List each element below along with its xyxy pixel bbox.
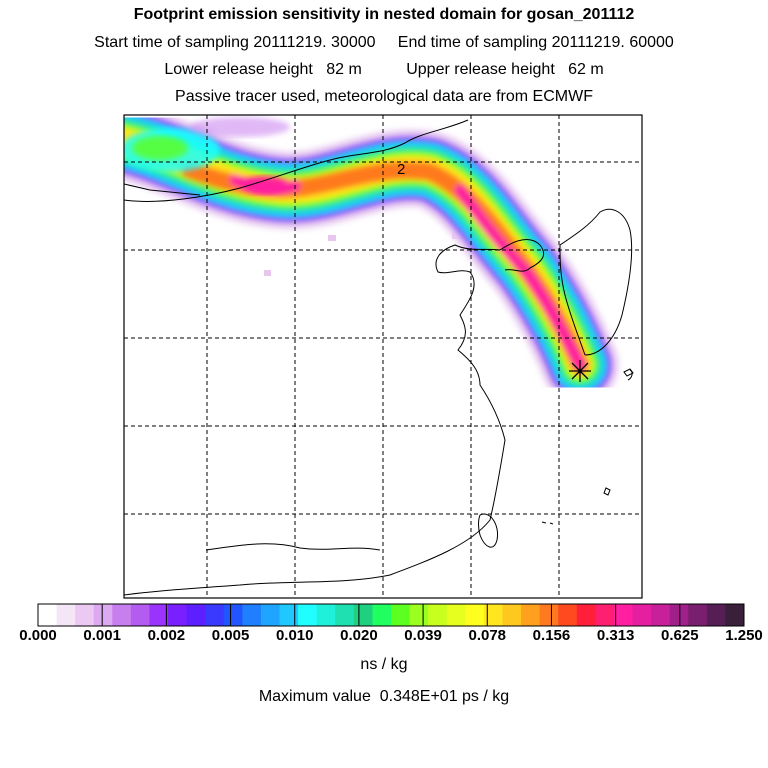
colorbar-swatch: [56, 604, 76, 626]
colorbar-swatch: [260, 604, 281, 626]
colorbar-swatch: [632, 604, 652, 626]
colorbar-swatch: [558, 604, 578, 626]
page-title: Footprint emission sensitivity in nested…: [133, 6, 635, 23]
colorbar-swatch: [446, 604, 466, 626]
plume-bands: [124, 115, 619, 404]
colorbar-swatch: [372, 604, 392, 626]
colorbar-swatch: [205, 604, 225, 626]
colorbar-swatch: [521, 604, 541, 626]
sampling-time-line: Start time of sampling 20111219. 30000 E…: [94, 34, 674, 51]
colorbar-tick-label: 0.000: [19, 627, 57, 644]
colorbar-swatch: [725, 604, 745, 626]
colorbar-swatch: [391, 604, 411, 626]
colorbar-swatch: [576, 604, 596, 626]
plume-layer: [124, 115, 619, 404]
colorbar-swatch: [38, 604, 58, 626]
colorbar-swatch: [353, 604, 373, 626]
colorbar-swatch: [595, 604, 615, 626]
colorbar-swatch: [93, 604, 113, 626]
colorbar-swatch: [483, 604, 503, 626]
tracer-info-line: Passive tracer used, meteorological data…: [175, 88, 593, 105]
colorbar-swatch: [688, 604, 708, 626]
colorbar-swatch: [149, 604, 169, 626]
colorbar-swatch: [428, 604, 448, 626]
colorbar-swatch: [223, 604, 243, 626]
colorbar-swatch: [242, 604, 262, 626]
colorbar-tick-label: 1.250: [725, 627, 763, 644]
colorbar-swatch: [669, 604, 689, 626]
colorbar-swatch: [465, 604, 485, 626]
map-frame: [123, 114, 643, 599]
max-value-label: Maximum value 0.348E+01 ps / kg: [258, 688, 510, 705]
colorbar-swatch: [502, 604, 522, 626]
colorbar-swatch: [409, 604, 429, 626]
colorbar-swatch: [539, 604, 559, 626]
colorbar-swatch: [613, 604, 634, 626]
colorbar-tick-label: 0.625: [661, 627, 699, 644]
colorbar-tick-label: 0.002: [147, 627, 186, 644]
colorbar-tick-label: 0.156: [532, 627, 571, 644]
colorbar: [37, 603, 745, 627]
colorbar-tick-label: 0.078: [468, 627, 507, 644]
colorbar-tick-label: 0.001: [83, 627, 121, 644]
colorbar-swatch: [186, 604, 206, 626]
colorbar-tick-label: 0.039: [404, 627, 442, 644]
colorbar-tick-label: 0.010: [275, 627, 314, 644]
colorbar-swatch: [168, 604, 188, 626]
units-label: ns / kg: [360, 656, 408, 673]
contour-label: 2: [397, 161, 405, 178]
colorbar-swatch: [651, 604, 671, 626]
colorbar-swatch: [335, 604, 355, 626]
colorbar-swatch: [130, 604, 150, 626]
colorbar-swatch: [316, 604, 336, 626]
colorbar-tick-label: 0.313: [596, 627, 635, 644]
colorbar-tick-label: 0.005: [211, 627, 250, 644]
colorbar-swatch: [112, 604, 132, 626]
colorbar-swatch: [279, 604, 299, 626]
star-icon: [569, 360, 591, 382]
colorbar-swatch: [75, 604, 95, 626]
release-height-line: Lower release height 82 m Upper release …: [164, 61, 604, 78]
colorbar-swatch: [298, 604, 318, 626]
colorbar-swatch: [706, 604, 726, 626]
coastlines: [124, 119, 634, 596]
colorbar-tick-label: 0.020: [340, 627, 378, 644]
grid-lines: [124, 115, 642, 598]
